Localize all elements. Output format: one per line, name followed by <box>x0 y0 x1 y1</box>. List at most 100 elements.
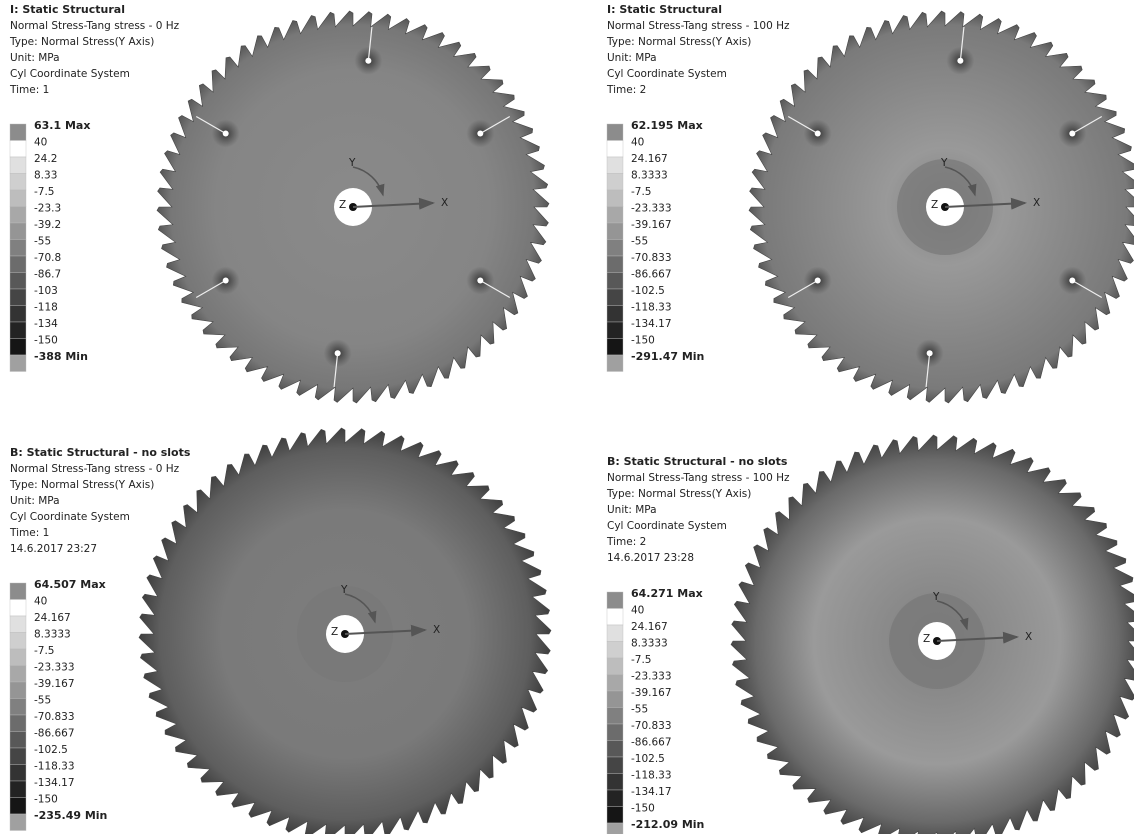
legend-level: -39.167 <box>631 687 672 699</box>
legend-level: 40 <box>34 137 47 149</box>
result-info: Normal Stress-Tang stress - 0 Hz <box>10 20 180 32</box>
z-axis-label: Z <box>331 626 338 638</box>
legend-level: -7.5 <box>631 654 652 666</box>
legend-level: -7.5 <box>34 645 55 657</box>
legend-level: -55 <box>34 695 51 707</box>
legend-swatch <box>606 222 624 240</box>
legend-swatch <box>606 206 624 224</box>
legend-swatch <box>606 822 624 834</box>
legend-level: 40 <box>631 137 644 149</box>
legend-swatch <box>9 747 27 765</box>
legend-level: 8.33 <box>34 170 57 182</box>
legend-swatch <box>9 272 27 290</box>
result-info: 14.6.2017 23:27 <box>10 543 97 555</box>
result-title: I: Static Structural <box>607 3 722 16</box>
legend-level: 24.167 <box>631 621 668 633</box>
legend-level: 8.3333 <box>631 170 668 182</box>
legend-swatch <box>606 690 624 708</box>
slot <box>925 353 931 388</box>
z-axis-label: Z <box>339 199 346 211</box>
legend-swatch <box>606 173 624 191</box>
result-title: I: Static Structural <box>10 3 125 16</box>
slot <box>787 115 818 135</box>
legend-swatch <box>606 354 624 372</box>
result-info: Cyl Coordinate System <box>10 68 130 80</box>
legend-swatch <box>9 615 27 633</box>
result-info: Cyl Coordinate System <box>607 520 727 532</box>
result-info: Time: 2 <box>606 536 646 548</box>
legend-level: -86.7 <box>34 269 61 281</box>
legend-swatch <box>606 255 624 273</box>
legend-level: -55 <box>631 704 648 716</box>
legend-level: -102.5 <box>34 744 68 756</box>
legend-swatch <box>9 764 27 782</box>
legend-level: -134.17 <box>34 777 75 789</box>
result-panel: X Y Z I: Static Structural Normal Stress-Tan… <box>606 3 1134 404</box>
legend-swatch <box>9 648 27 666</box>
result-info: Normal Stress-Tang stress - 0 Hz <box>10 463 180 475</box>
legend-level: -70.833 <box>34 711 75 723</box>
z-axis-label: Z <box>923 633 930 645</box>
legend-swatch <box>606 624 624 642</box>
legend-max: 64.271 Max <box>631 587 703 600</box>
slot-hole <box>926 350 933 357</box>
result-info: Time: 1 <box>9 527 49 539</box>
slot <box>480 115 511 135</box>
legend-swatch <box>606 288 624 306</box>
y-axis-label: Y <box>340 584 348 596</box>
legend-swatch <box>9 123 27 141</box>
x-axis-label: X <box>1025 631 1032 643</box>
legend-level: -70.833 <box>631 720 672 732</box>
legend-swatch <box>606 641 624 659</box>
slot-hole <box>365 57 372 64</box>
legend-swatch <box>606 239 624 257</box>
y-axis-arc <box>352 166 385 197</box>
result-info: Cyl Coordinate System <box>10 511 130 523</box>
legend-swatch <box>9 140 27 158</box>
x-axis-label: X <box>1033 197 1040 209</box>
legend-min: -235.49 Min <box>34 809 107 822</box>
legend-level: -118.33 <box>631 770 672 782</box>
legend-swatch <box>9 681 27 699</box>
legend-swatch <box>9 173 27 191</box>
x-axis-arrow <box>936 631 1019 644</box>
legend-swatch <box>606 789 624 807</box>
legend-level: 8.3333 <box>631 638 668 650</box>
legend-swatch <box>9 698 27 716</box>
legend-level: -55 <box>631 236 648 248</box>
slot-hole <box>814 130 821 137</box>
result-info: Normal Stress-Tang stress - 100 Hz <box>607 20 790 32</box>
y-axis-arc <box>944 166 977 197</box>
legend-max: 64.507 Max <box>34 578 106 591</box>
legend-level: -23.333 <box>631 203 672 215</box>
slot-hole <box>957 57 964 64</box>
legend-level: -118.33 <box>34 761 75 773</box>
y-axis-label: Y <box>348 157 356 169</box>
legend-swatch <box>606 591 624 609</box>
legend-min: -212.09 Min <box>631 818 704 831</box>
legend-level: 40 <box>631 605 644 617</box>
legend-swatch <box>606 140 624 158</box>
legend-swatch <box>9 780 27 798</box>
legend-level: -55 <box>34 236 51 248</box>
legend-swatch <box>9 354 27 372</box>
legend-level: -70.8 <box>34 252 61 264</box>
result-info: Time: 1 <box>9 84 49 96</box>
slot <box>959 26 965 61</box>
legend-level: -118.33 <box>631 302 672 314</box>
result-info: Type: Normal Stress(Y Axis) <box>606 488 751 500</box>
result-title: B: Static Structural - no slots <box>10 446 191 459</box>
slot-hole <box>1069 130 1076 137</box>
legend-level: -150 <box>631 803 655 815</box>
legend-swatch <box>606 674 624 692</box>
x-axis-arrow <box>944 197 1027 210</box>
legend-level: -102.5 <box>631 285 665 297</box>
legend-swatch <box>606 189 624 207</box>
slot-hole <box>477 277 484 284</box>
y-axis-label: Y <box>940 157 948 169</box>
slot-hole <box>477 130 484 137</box>
legend-level: -23.333 <box>34 662 75 674</box>
legend-swatch <box>9 189 27 207</box>
slot <box>195 279 226 299</box>
